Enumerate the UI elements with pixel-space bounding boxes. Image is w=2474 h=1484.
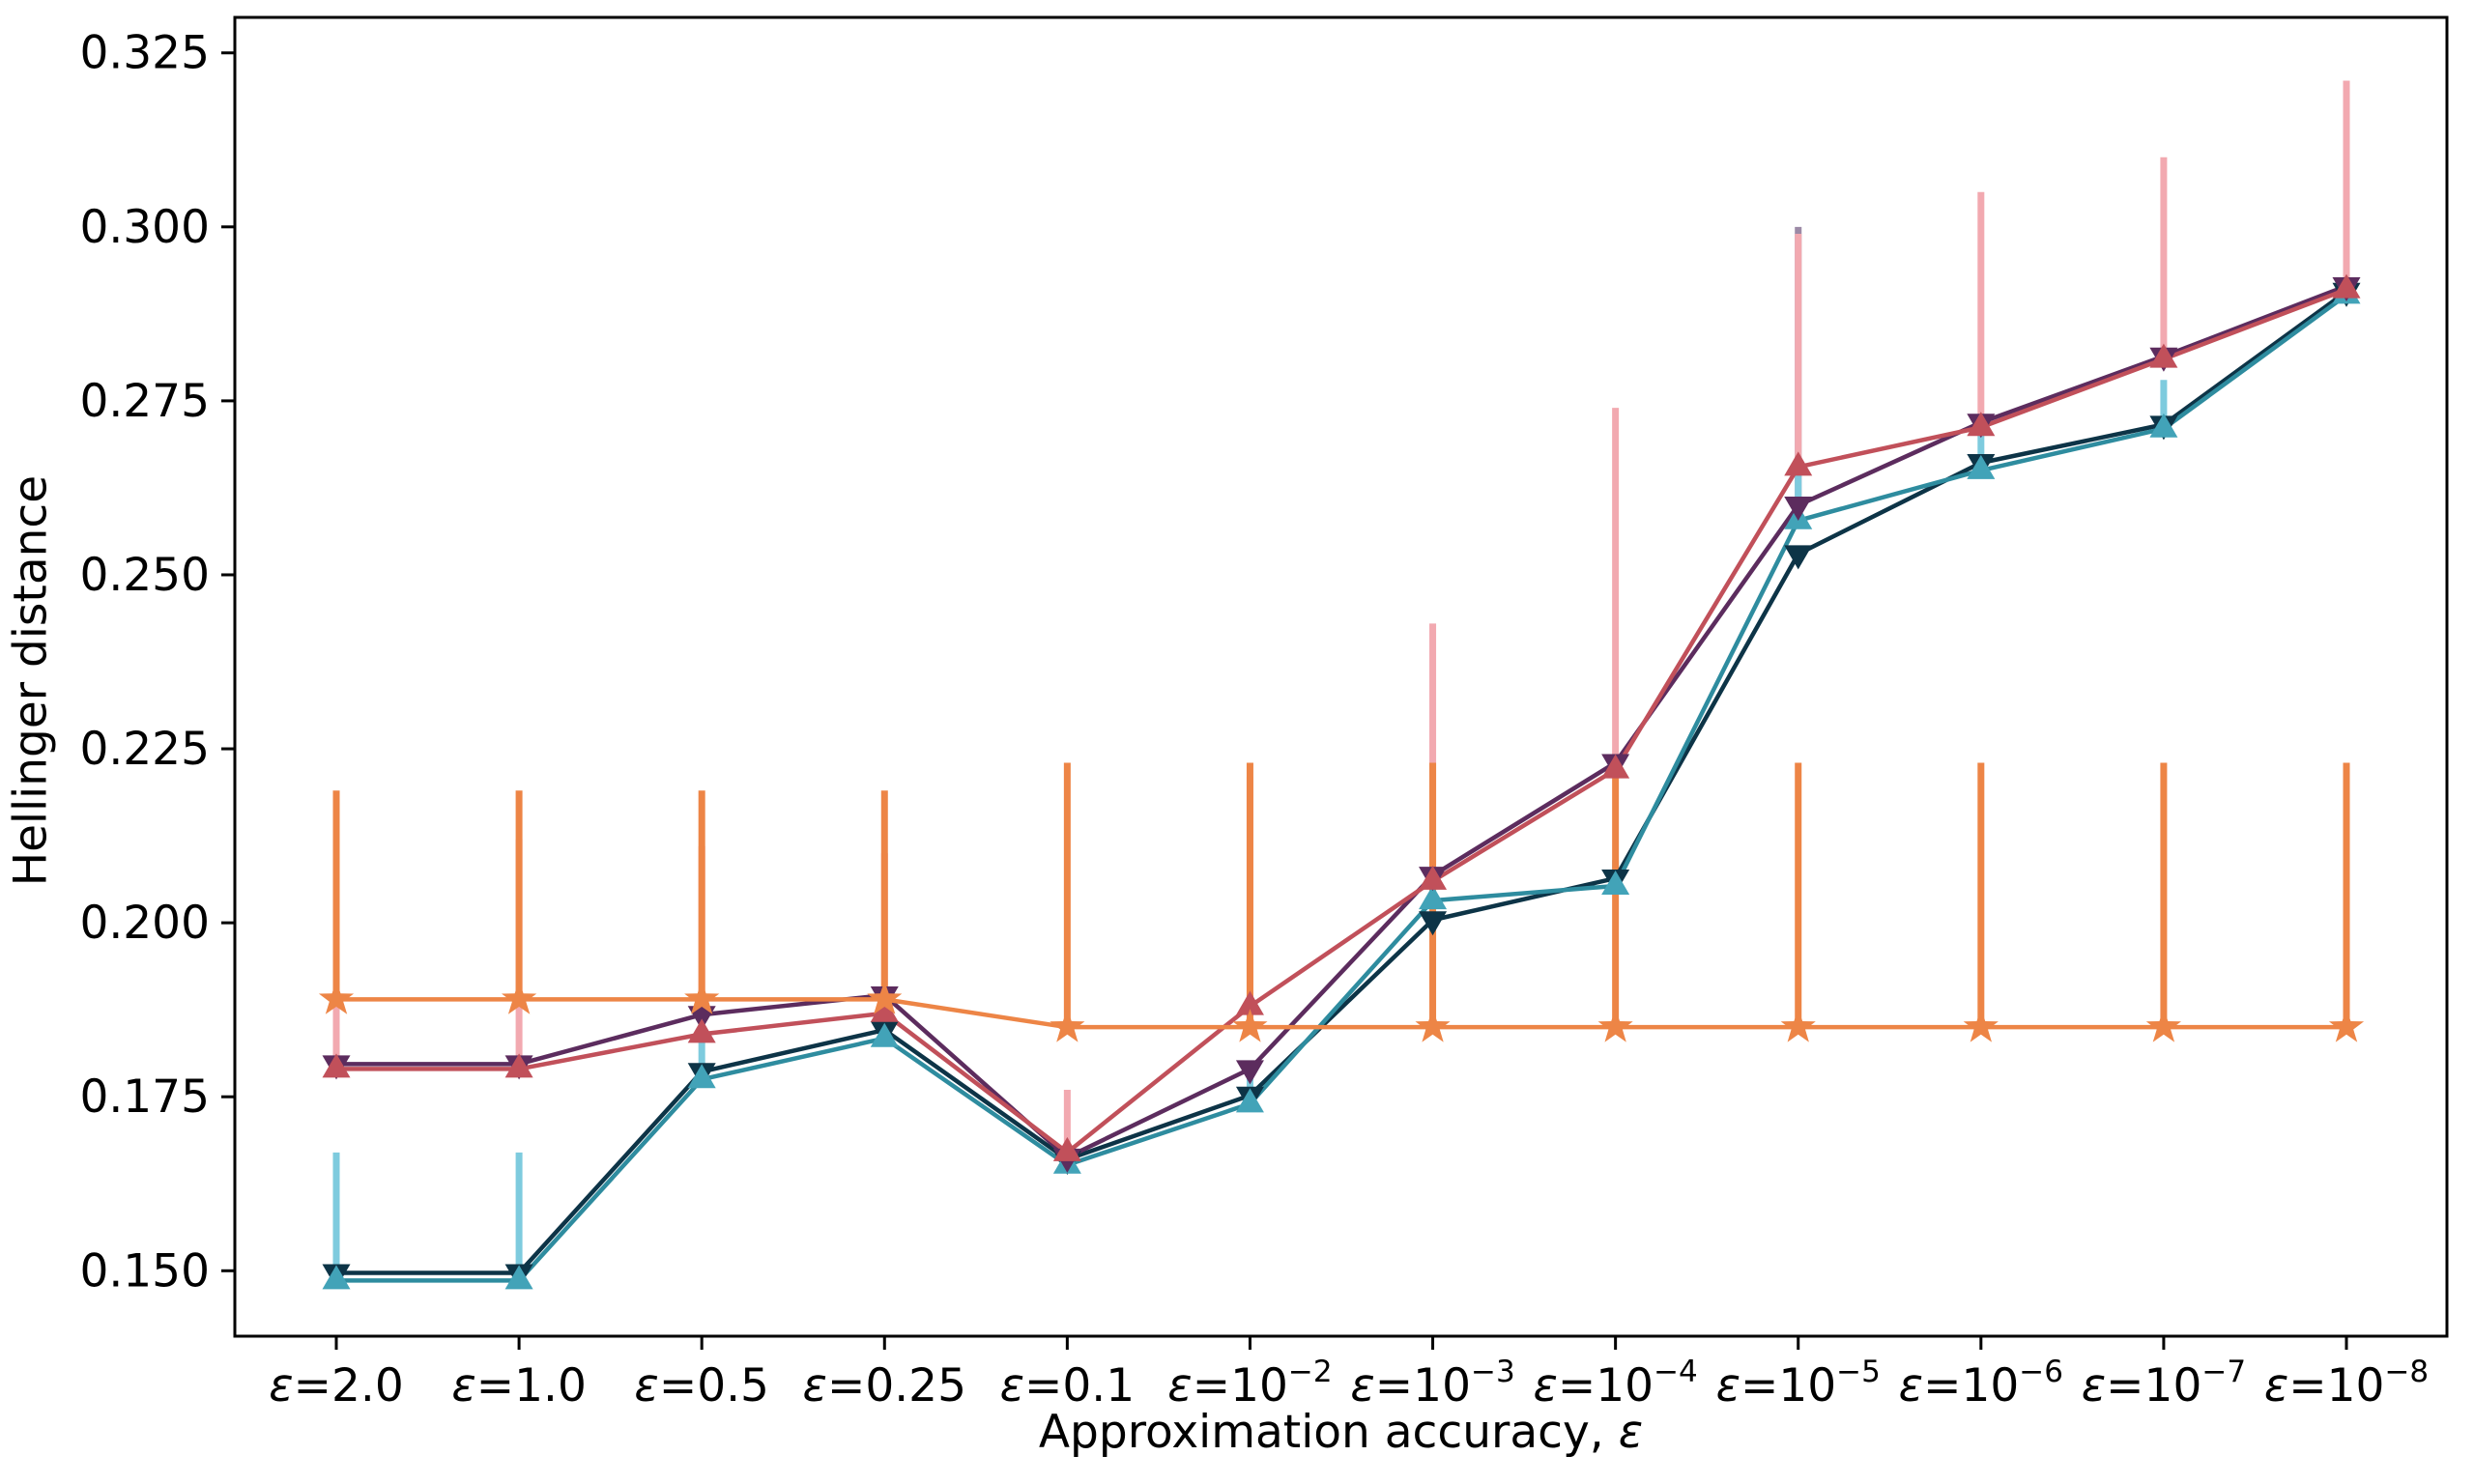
- series-line-crimson-up-triangle: [336, 287, 2347, 1156]
- marker-teal-up-triangle: [1967, 454, 1996, 479]
- marker-navy-down-triangle: [1784, 545, 1813, 570]
- x-axis-label: Approximation accuracy, ε: [235, 1406, 2447, 1459]
- marker-teal-up-triangle: [1419, 885, 1448, 910]
- marker-teal-up-triangle: [870, 1022, 899, 1047]
- marker-crimson-up-triangle: [504, 1053, 533, 1078]
- x-tick-label: ε=10−7: [2082, 1355, 2246, 1413]
- x-tick-label: ε=1.0: [451, 1359, 587, 1413]
- x-axis-label-text: Approximation accuracy,: [1038, 1406, 1619, 1459]
- series-line-orange-star: [336, 997, 2346, 1030]
- marker-plum-down-triangle: [687, 1006, 716, 1031]
- y-tick-label: 0.225: [79, 723, 210, 776]
- y-tick-label: 0.250: [79, 549, 210, 602]
- y-tick-label: 0.325: [79, 27, 210, 80]
- marker-navy-down-triangle: [1419, 911, 1448, 936]
- marker-crimson-up-triangle: [1052, 1136, 1081, 1161]
- x-tick-label: ε=10−2: [1167, 1355, 1332, 1413]
- y-tick-label: 0.150: [79, 1244, 210, 1298]
- marker-orange-star: [1597, 1009, 1633, 1042]
- x-tick-label: ε=10−3: [1350, 1355, 1514, 1413]
- y-tick-label: 0.200: [79, 897, 210, 950]
- x-tick-label: ε=0.25: [803, 1359, 966, 1413]
- marker-plum-down-triangle: [1235, 1060, 1264, 1085]
- marker-plum-down-triangle: [1784, 496, 1813, 521]
- x-tick-label: ε=0.5: [634, 1359, 769, 1413]
- marker-orange-star: [502, 981, 537, 1014]
- marker-crimson-up-triangle: [1419, 865, 1448, 890]
- x-tick-label: ε=2.0: [269, 1359, 404, 1413]
- marker-orange-star: [1050, 1009, 1085, 1042]
- marker-crimson-up-triangle: [1967, 412, 1996, 437]
- x-tick-label: ε=10−4: [1533, 1355, 1697, 1413]
- marker-crimson-up-triangle: [2149, 343, 2178, 368]
- marker-crimson-up-triangle: [1601, 754, 1630, 779]
- marker-crimson-up-triangle: [322, 1053, 351, 1078]
- x-tick-label: ε=0.1: [1000, 1359, 1136, 1413]
- marker-teal-up-triangle: [504, 1265, 533, 1290]
- marker-orange-star: [2145, 1009, 2181, 1042]
- marker-crimson-up-triangle: [1235, 990, 1264, 1015]
- marker-crimson-up-triangle: [870, 997, 899, 1022]
- series-line-teal-up-triangle: [336, 293, 2348, 1283]
- x-tick-label: ε=10−8: [2264, 1355, 2429, 1413]
- marker-orange-star: [684, 981, 720, 1014]
- marker-teal-up-triangle: [1235, 1088, 1264, 1113]
- x-tick-label: ε=10−6: [1899, 1355, 2063, 1413]
- y-tick-label: 0.300: [79, 201, 210, 254]
- marker-orange-star: [1963, 1009, 1999, 1042]
- plot-frame: [233, 15, 2449, 1338]
- marker-orange-star: [1415, 1009, 1451, 1042]
- marker-crimson-up-triangle: [1784, 451, 1813, 476]
- marker-orange-star: [1232, 1009, 1268, 1042]
- x-axis-label-epsilon: ε: [1618, 1406, 1644, 1459]
- marker-crimson-up-triangle: [2332, 273, 2361, 299]
- marker-orange-star: [318, 981, 355, 1014]
- marker-crimson-up-triangle: [687, 1018, 716, 1043]
- marker-teal-up-triangle: [687, 1064, 716, 1089]
- marker-orange-star: [1780, 1009, 1816, 1042]
- series-line-plum-down-triangle: [336, 283, 2347, 1160]
- series-line-navy-down-triangle: [336, 289, 2348, 1275]
- y-tick-label: 0.175: [79, 1070, 210, 1124]
- y-axis-label: Hellinger distance: [4, 474, 58, 887]
- marker-orange-star: [867, 981, 903, 1014]
- y-tick-label: 0.275: [79, 375, 210, 428]
- marker-teal-up-triangle: [1601, 870, 1630, 895]
- marker-teal-up-triangle: [322, 1265, 351, 1290]
- marker-orange-star: [2328, 1009, 2365, 1042]
- marker-teal-up-triangle: [2149, 413, 2178, 438]
- x-tick-label: ε=10−5: [1716, 1355, 1881, 1413]
